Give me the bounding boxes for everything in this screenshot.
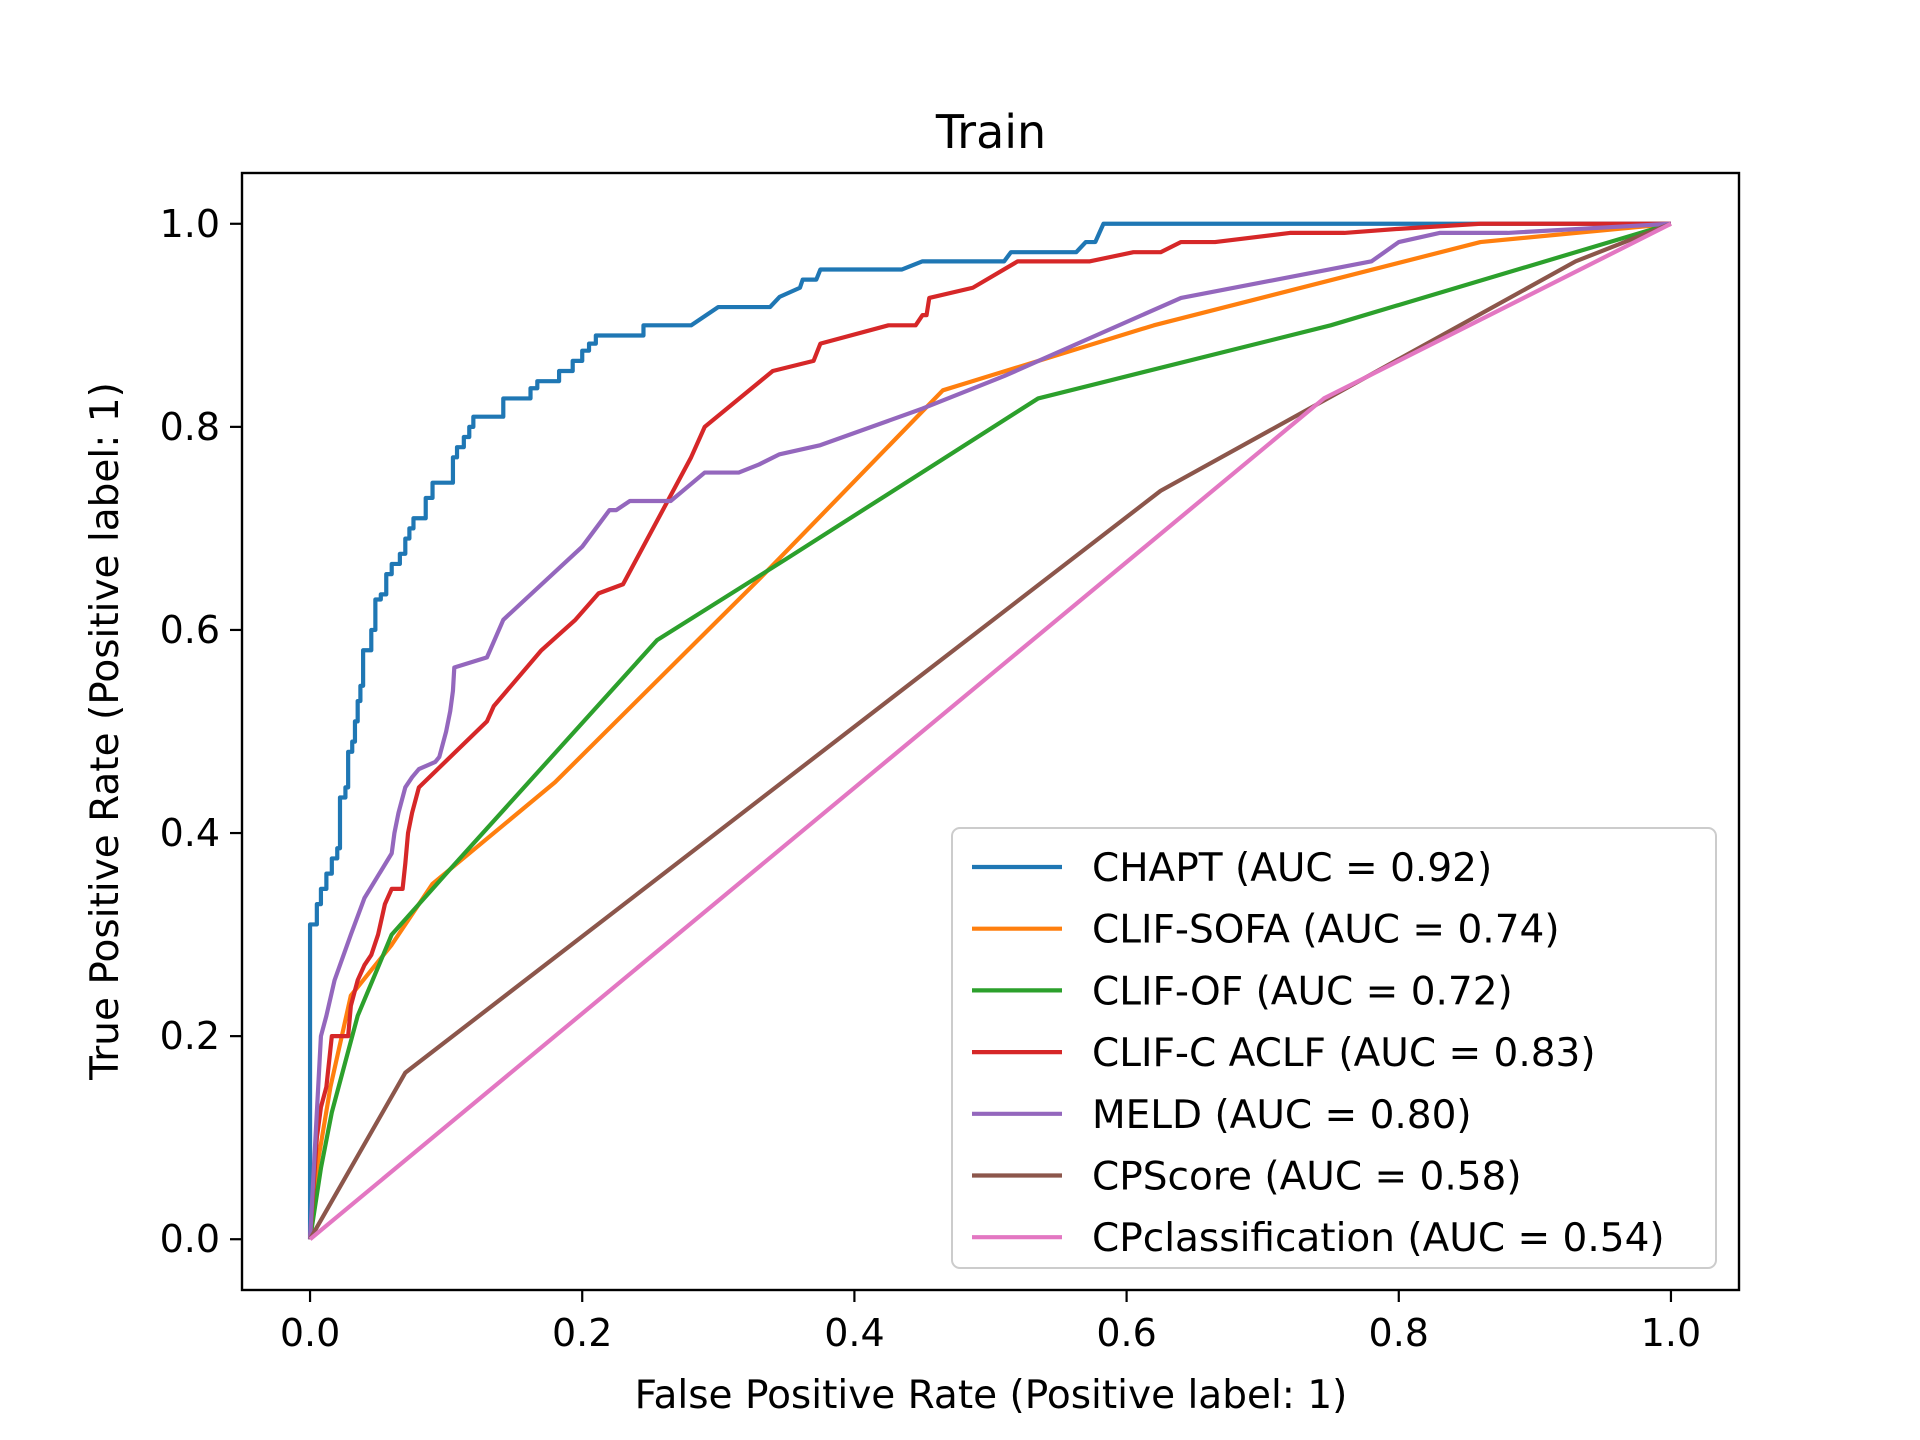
x-tick-label: 0.4 bbox=[824, 1311, 884, 1355]
y-tick-label: 0.2 bbox=[160, 1014, 220, 1058]
series-line-5 bbox=[308, 221, 1672, 1241]
x-tick-label: 0.0 bbox=[280, 1311, 340, 1355]
legend-box bbox=[951, 827, 1717, 1269]
x-tick-label: 0.6 bbox=[1096, 1311, 1156, 1355]
legend-label-3: CLIF-C ACLF (AUC = 0.83) bbox=[1092, 1031, 1596, 1076]
series-line-1 bbox=[307, 221, 1672, 1240]
legend-items: CHAPT (AUC = 0.92) CLIF-SOFA (AUC = 0.74)… bbox=[972, 846, 1665, 1261]
x-tick-label: 0.8 bbox=[1369, 1311, 1429, 1355]
series-line-4 bbox=[307, 221, 1672, 1240]
y-axis-label: True Positive Rate (Positive label: 1) bbox=[83, 382, 128, 1081]
legend: CHAPT (AUC = 0.92) CLIF-SOFA (AUC = 0.74)… bbox=[951, 827, 1717, 1269]
y-tick-label: 0.4 bbox=[160, 811, 220, 855]
x-axis-ticks: 0.0 0.2 0.4 0.6 0.8 1.0 bbox=[280, 1290, 1701, 1355]
y-tick-label: 1.0 bbox=[160, 202, 220, 246]
series-line-6 bbox=[308, 221, 1672, 1241]
y-tick-label: 0.0 bbox=[160, 1217, 220, 1261]
plot-frame bbox=[240, 171, 1741, 1292]
legend-label-5: CPScore (AUC = 0.58) bbox=[1092, 1155, 1522, 1200]
x-tick-label: 1.0 bbox=[1641, 1311, 1701, 1355]
y-tick-label: 0.6 bbox=[160, 608, 220, 652]
x-tick-label: 0.2 bbox=[552, 1311, 612, 1355]
legend-label-0: CHAPT (AUC = 0.92) bbox=[1092, 846, 1492, 891]
plot-lines bbox=[307, 221, 1672, 1241]
series-line-3 bbox=[307, 221, 1671, 1240]
legend-label-4: MELD (AUC = 0.80) bbox=[1092, 1093, 1472, 1138]
legend-label-1: CLIF-SOFA (AUC = 0.74) bbox=[1092, 908, 1560, 953]
legend-label-2: CLIF-OF (AUC = 0.72) bbox=[1092, 969, 1513, 1014]
series-line-2 bbox=[307, 221, 1672, 1240]
y-axis-ticks: 0.0 0.2 0.4 0.6 0.8 1.0 bbox=[160, 202, 242, 1261]
series-line-0 bbox=[307, 221, 1671, 1240]
chart-title: Train bbox=[935, 105, 1046, 159]
x-axis-label: False Positive Rate (Positive label: 1) bbox=[635, 1373, 1348, 1418]
y-tick-label: 0.8 bbox=[160, 405, 220, 449]
legend-label-6: CPclassification (AUC = 0.54) bbox=[1092, 1216, 1665, 1261]
